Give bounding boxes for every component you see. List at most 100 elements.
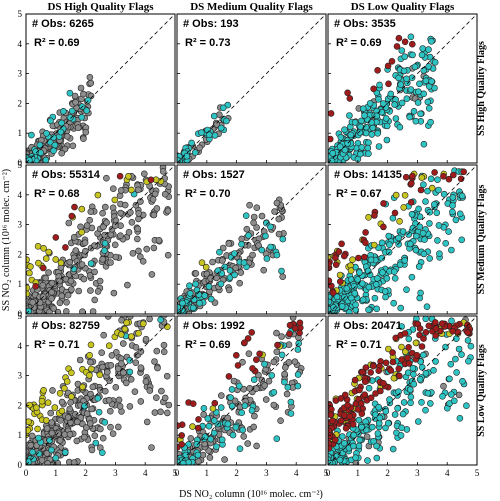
data-point [354,406,362,413]
data-point [126,356,133,364]
data-point [225,240,233,247]
data-point [234,362,242,369]
data-point [248,329,255,336]
data-point [109,430,117,438]
data-point [39,264,47,272]
data-point [460,298,466,304]
data-point [373,112,381,120]
data-point [407,399,414,407]
data-point [143,418,151,426]
data-point [252,385,260,392]
data-point [64,291,72,299]
data-point [29,298,37,306]
data-point [424,389,432,397]
x-tick-label: 3 [415,468,420,478]
data-point [428,144,434,150]
data-point [166,298,172,304]
data-point [135,305,141,311]
data-point [248,407,256,414]
x-tick-label: 3 [113,468,118,478]
data-point [356,150,364,158]
data-point [413,351,421,359]
data-point [64,414,72,421]
data-point [110,185,117,192]
data-point [111,241,119,249]
data-point [102,387,109,395]
data-point [387,367,395,374]
data-point [432,155,438,161]
r2-label: R² = 0.67 [336,188,382,200]
data-point [328,157,336,163]
data-point [423,303,431,311]
data-point [66,89,74,97]
data-point [42,274,49,282]
data-point [57,128,65,136]
data-point [412,246,420,254]
data-point [89,308,97,314]
data-point [190,296,198,303]
data-point [48,295,55,302]
data-point [367,394,375,402]
data-point [87,358,94,366]
data-point [457,294,463,300]
data-point [270,388,278,396]
data-point [449,194,457,201]
data-point [414,418,422,425]
data-point [382,115,390,122]
y-tick-label: 4 [18,341,23,351]
data-point [328,282,335,290]
data-point [56,277,63,285]
data-point [255,242,262,249]
data-point [207,274,214,282]
data-point [416,375,424,383]
data-point [336,271,344,279]
data-point [361,391,369,399]
data-point [74,418,81,426]
data-point [296,329,303,337]
data-point [42,417,50,424]
data-point [49,387,56,394]
data-point [125,173,132,180]
data-point [68,286,75,293]
data-point [82,247,89,255]
data-point [61,449,69,456]
panel-frame [25,315,176,466]
data-point [389,445,397,453]
data-point [163,372,171,380]
data-point [428,78,435,85]
panel-frame [327,13,478,164]
data-point [78,228,85,236]
data-point [434,155,440,161]
data-point [127,209,134,216]
y-tick-label: 2 [18,400,23,410]
data-point [367,369,375,376]
data-point [63,298,70,306]
x-axis-label: DS NO₂ column (10¹⁶ molec. cm⁻²) [179,489,323,500]
data-point [99,209,106,217]
data-point [427,175,435,183]
data-point [44,399,52,407]
data-point [163,303,169,309]
data-point [26,256,30,263]
data-point [440,173,447,180]
data-point [129,250,137,257]
data-point [81,433,88,441]
data-point [83,222,91,229]
data-point [346,309,353,314]
data-point [233,351,240,359]
data-point [78,114,85,121]
data-point [46,437,54,444]
data-point [386,241,393,248]
data-point [374,275,381,282]
data-point [35,259,42,267]
data-point [239,358,246,366]
data-point [355,442,363,450]
data-point [63,133,71,140]
data-point [364,457,371,464]
data-point [368,131,376,138]
y-tick-label: 2 [18,249,23,259]
data-point [214,267,222,275]
data-point [279,273,287,281]
data-point [465,357,472,365]
data-point [407,86,415,93]
